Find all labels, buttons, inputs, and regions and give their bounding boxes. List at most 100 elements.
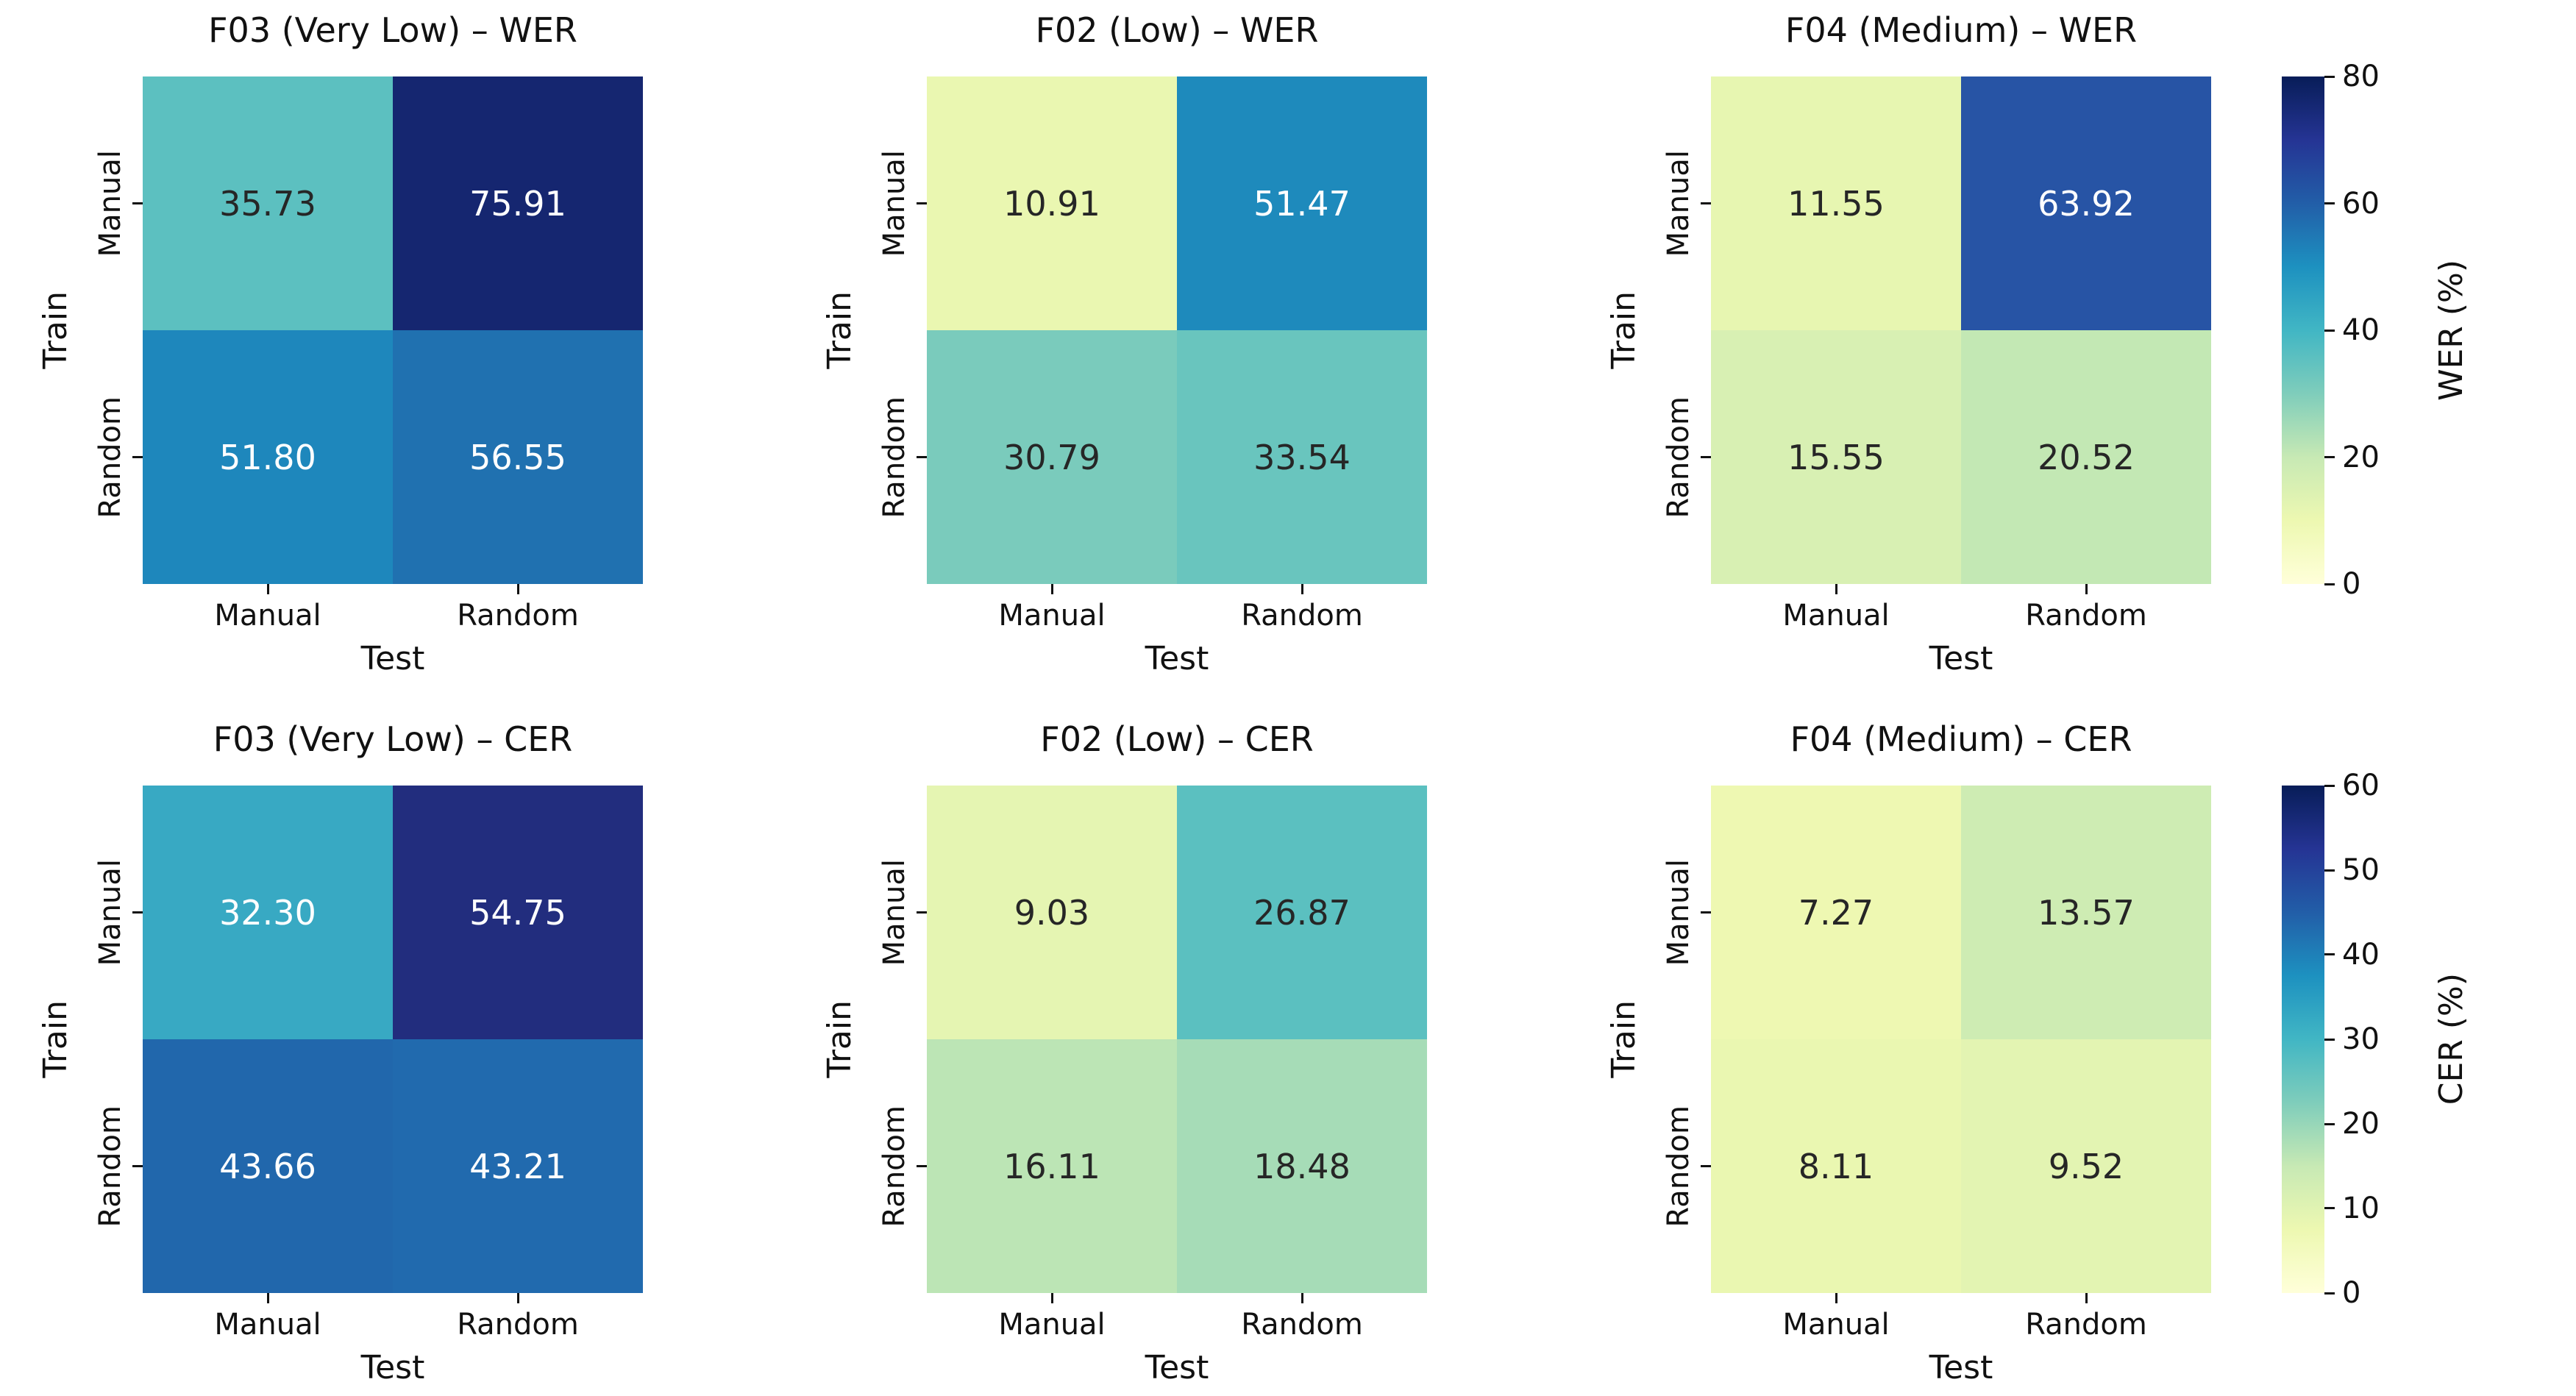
colorbar-ticks: 80 60 40 20 0 — [2324, 60, 2424, 601]
tick-mark — [1835, 1293, 1837, 1303]
x-tick-manual: Manual — [143, 1293, 393, 1347]
tick-mark — [917, 202, 927, 204]
tick-mark — [2324, 329, 2335, 332]
colorbar-tick-label: 40 — [2342, 313, 2380, 347]
y-tick-label: Random — [878, 396, 911, 519]
cell-value: 56.55 — [469, 437, 566, 477]
colorbar-tick: 0 — [2324, 1276, 2360, 1310]
heatmap-cell: 32.30 — [143, 786, 393, 1039]
cell-value: 9.52 — [2048, 1146, 2124, 1186]
heatmap-cell: 63.92 — [1961, 76, 2211, 330]
y-tick-labels: Manual Random — [1649, 786, 1711, 1293]
y-tick-random: Random — [1649, 1039, 1711, 1293]
cell-value: 8.11 — [1798, 1146, 1874, 1186]
heatmap-cell: 33.54 — [1177, 330, 1427, 584]
cell-value: 51.47 — [1253, 183, 1351, 224]
cell-value: 20.52 — [2038, 437, 2135, 477]
colorbar-tick: 80 — [2324, 60, 2380, 93]
heatmap-cell: 20.52 — [1961, 330, 2211, 584]
colorbar-label-wrap: CER (%) — [2424, 786, 2477, 1293]
y-tick-labels: Manual Random — [81, 76, 143, 584]
y-tick-labels: Manual Random — [1649, 76, 1711, 584]
y-axis-label-wrap: Train — [814, 76, 865, 584]
cell-value: 63.92 — [2038, 183, 2135, 224]
y-tick-manual: Manual — [1649, 76, 1711, 330]
x-tick-label: Manual — [214, 1308, 321, 1342]
x-tick-label: Random — [457, 1308, 579, 1342]
colorbar-tick-label: 80 — [2342, 60, 2380, 93]
y-tick-labels: Manual Random — [865, 76, 927, 584]
heatmap-cell: 43.21 — [393, 1039, 643, 1293]
colorbar-tick: 50 — [2324, 853, 2380, 887]
heatmap-cell: 16.11 — [927, 1039, 1177, 1293]
y-axis-label: Train — [36, 1000, 74, 1078]
colorbar-tick-label: 30 — [2342, 1022, 2380, 1056]
cell-value: 16.11 — [1003, 1146, 1100, 1186]
colorbar-tick-label: 20 — [2342, 440, 2380, 474]
y-axis-label-wrap: Train — [814, 786, 865, 1293]
y-tick-label: Manual — [1662, 858, 1696, 966]
heatmap-panel-f04-wer: F04 (Medium) – WER Train Manual Random 1… — [1598, 9, 2211, 687]
heatmap-cell: 15.55 — [1711, 330, 1961, 584]
y-tick-label: Random — [1662, 396, 1696, 519]
colorbar-tick-label: 40 — [2342, 937, 2380, 972]
heatmap-cell: 18.48 — [1177, 1039, 1427, 1293]
y-tick-label: Manual — [878, 858, 911, 966]
y-tick-random: Random — [865, 1039, 927, 1293]
y-axis-label-wrap: Train — [29, 76, 81, 584]
heatmap-grid: 11.55 63.92 15.55 20.52 — [1711, 76, 2211, 584]
colorbar-tick: 20 — [2324, 441, 2380, 474]
x-axis-label: Test — [1929, 640, 1993, 677]
x-axis-label: Test — [1145, 1349, 1209, 1386]
colorbar-label-wrap: WER (%) — [2424, 76, 2477, 584]
y-tick-label: Manual — [93, 858, 127, 966]
colorbar-tick-label: 60 — [2342, 186, 2380, 221]
tick-mark — [132, 202, 143, 204]
x-tick-random: Random — [1177, 1293, 1427, 1347]
y-tick-label: Random — [878, 1105, 911, 1228]
tick-mark — [2324, 456, 2335, 458]
heatmap-cell: 9.52 — [1961, 1039, 2211, 1293]
heatmap-grid: 32.30 54.75 43.66 43.21 — [143, 786, 643, 1293]
tick-mark — [1301, 584, 1303, 594]
y-axis-label-wrap: Train — [29, 786, 81, 1293]
y-axis-label: Train — [1604, 1000, 1643, 1078]
tick-mark — [1701, 456, 1711, 458]
heatmap-grid: 35.73 75.91 51.80 56.55 — [143, 76, 643, 584]
y-tick-label: Manual — [878, 149, 911, 257]
x-tick-random: Random — [1961, 1293, 2211, 1347]
heatmap-cell: 54.75 — [393, 786, 643, 1039]
cell-value: 15.55 — [1787, 437, 1885, 477]
y-tick-manual: Manual — [865, 76, 927, 330]
subplot-title: F03 (Very Low) – WER — [208, 10, 577, 50]
x-tick-manual: Manual — [1711, 584, 1961, 638]
y-axis-label: Train — [820, 291, 858, 369]
heatmap-cell: 26.87 — [1177, 786, 1427, 1039]
y-tick-label: Random — [93, 396, 127, 519]
colorbar-label: WER (%) — [2432, 259, 2470, 401]
colorbar-tick: 60 — [2324, 187, 2380, 221]
cell-value: 32.30 — [219, 892, 316, 933]
heatmap-cell: 13.57 — [1961, 786, 2211, 1039]
heatmap-cell: 75.91 — [393, 76, 643, 330]
heatmap-grid: 9.03 26.87 16.11 18.48 — [927, 786, 1427, 1293]
colorbar-wer: 80 60 40 20 0 — [2282, 60, 2477, 601]
y-tick-labels: Manual Random — [81, 786, 143, 1293]
heatmap-cell: 7.27 — [1711, 786, 1961, 1039]
x-tick-label: Manual — [998, 1308, 1106, 1342]
subplot-title: F03 (Very Low) – CER — [213, 719, 573, 759]
colorbar-tick-label: 0 — [2342, 1276, 2361, 1310]
cell-value: 11.55 — [1787, 183, 1885, 224]
tick-mark — [2324, 869, 2335, 872]
x-tick-label: Random — [2025, 1308, 2147, 1342]
colorbar-tick-label: 10 — [2342, 1191, 2380, 1225]
y-tick-random: Random — [81, 1039, 143, 1293]
colorbar-tick: 30 — [2324, 1022, 2380, 1056]
y-tick-label: Random — [1662, 1105, 1696, 1228]
y-tick-manual: Manual — [1649, 786, 1711, 1039]
cell-value: 10.91 — [1003, 183, 1100, 224]
heatmap-cell: 8.11 — [1711, 1039, 1961, 1293]
y-axis-label-wrap: Train — [1598, 786, 1649, 1293]
x-tick-label: Manual — [214, 599, 321, 633]
